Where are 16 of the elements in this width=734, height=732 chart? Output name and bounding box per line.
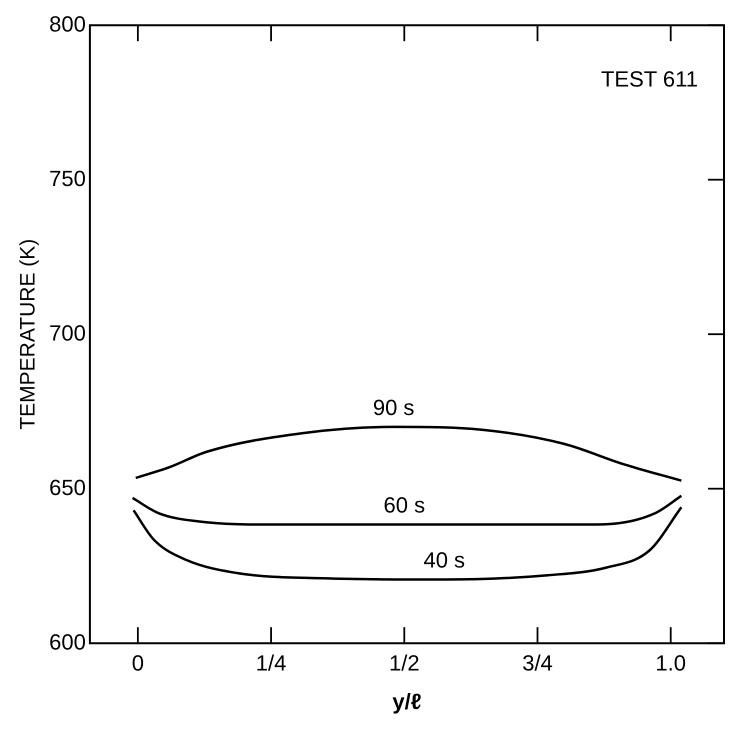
x-tick-label: 0 <box>132 650 144 676</box>
x-tick-label: 1.0 <box>655 650 686 676</box>
series-label: 60 s <box>383 492 426 518</box>
y-tick-label: 800 <box>49 11 86 36</box>
x-tick-label: 1/4 <box>256 650 286 676</box>
x-tick-label: 1/2 <box>388 650 420 676</box>
y-axis-title: TEMPERATURE (K) <box>16 238 40 430</box>
y-tick-label: 650 <box>49 474 86 500</box>
y-tick-label: 700 <box>49 320 86 346</box>
annotation: TEST 611 <box>600 66 698 92</box>
y-tick-label: 600 <box>49 629 86 654</box>
series-label: 40 s <box>423 548 466 573</box>
x-tick-label: 3/4 <box>522 650 553 676</box>
y-tick-label: 750 <box>49 166 86 191</box>
x-axis-title: y/ℓ <box>392 688 422 714</box>
series-label: 90 s <box>372 394 414 420</box>
